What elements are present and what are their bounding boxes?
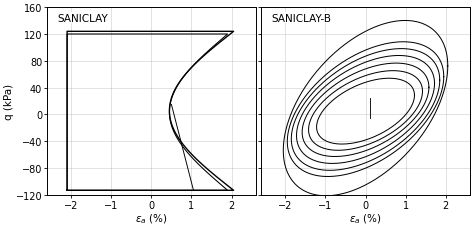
X-axis label: $\varepsilon_a$ (%): $\varepsilon_a$ (%) [135,211,168,225]
Y-axis label: q (kPa): q (kPa) [4,84,14,120]
Text: SANICLAY-B: SANICLAY-B [272,14,332,24]
Text: SANICLAY: SANICLAY [57,14,108,24]
X-axis label: $\varepsilon_a$ (%): $\varepsilon_a$ (%) [349,211,382,225]
